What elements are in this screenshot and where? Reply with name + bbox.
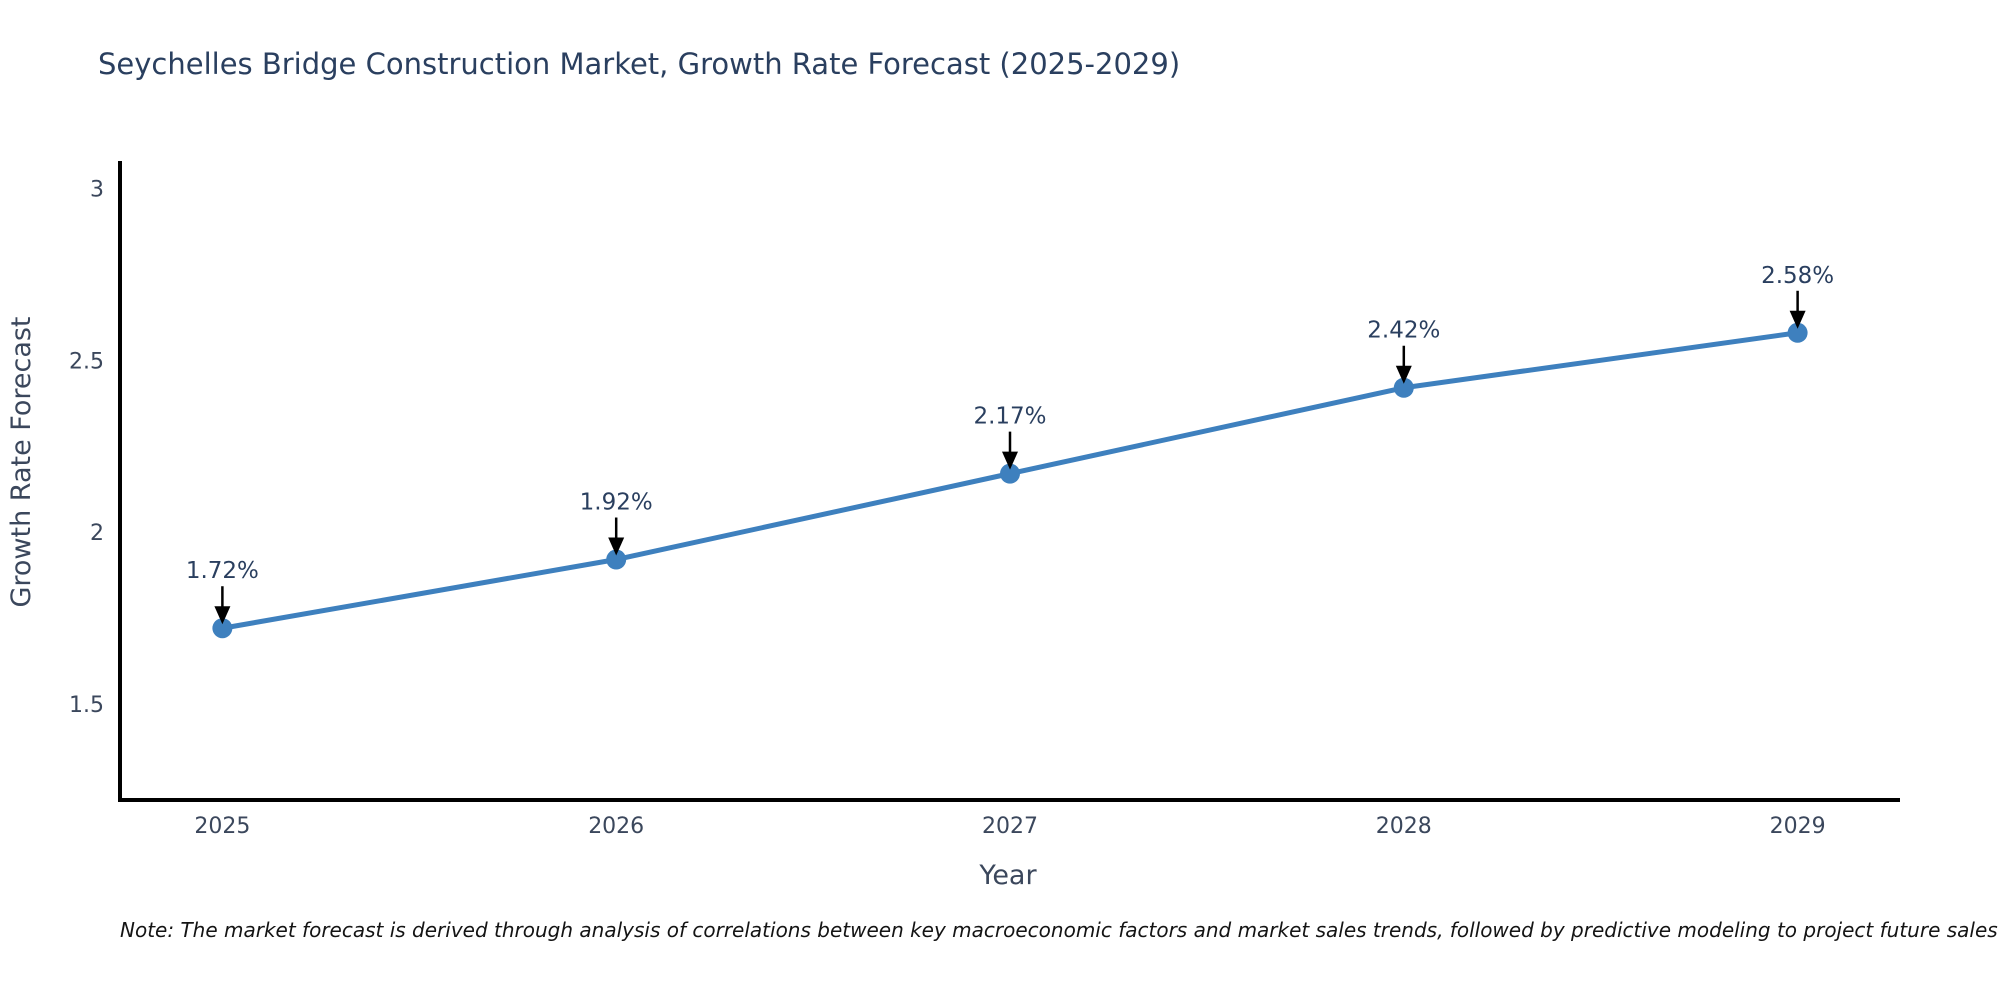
data-point-label: 2.58%	[1761, 263, 1834, 289]
y-tick-label: 3	[90, 177, 104, 202]
annotation-arrow-head	[608, 537, 625, 556]
data-point-marker	[606, 549, 627, 570]
data-point-label: 1.72%	[186, 558, 259, 584]
x-tick-label: 2027	[982, 814, 1038, 839]
data-point-marker	[1787, 322, 1808, 343]
x-tick-label: 2026	[588, 814, 644, 839]
data-point-label: 1.92%	[580, 490, 653, 516]
annotation-arrow-head	[1789, 310, 1806, 329]
annotation-arrow-head	[1002, 451, 1018, 470]
y-axis-title: Growth Rate Forecast	[6, 316, 37, 607]
data-point-marker	[212, 618, 233, 639]
x-tick-label: 2025	[194, 814, 250, 839]
data-point-marker	[1000, 463, 1020, 484]
x-axis-title: Year	[978, 860, 1037, 891]
x-tick-label: 2029	[1770, 814, 1826, 839]
data-point-marker	[1393, 377, 1414, 398]
annotation-arrow-head	[1395, 365, 1412, 384]
chart-title: Seychelles Bridge Construction Market, G…	[98, 47, 1181, 81]
data-point-label: 2.42%	[1367, 318, 1440, 344]
footnote: Note: The market forecast is derived thr…	[120, 918, 1998, 942]
y-tick-label: 2.5	[69, 349, 104, 374]
y-tick-label: 2	[90, 521, 104, 546]
x-tick-label: 2028	[1376, 814, 1432, 839]
y-tick-label: 1.5	[69, 693, 104, 718]
chart-layer: 1.5 2 2.5 3 2025 2026 2027 2028 2029 1.72% 1.92% 2.…	[69, 161, 1900, 839]
annotation-arrow-head	[214, 606, 231, 625]
data-point-label: 2.17%	[973, 404, 1046, 430]
